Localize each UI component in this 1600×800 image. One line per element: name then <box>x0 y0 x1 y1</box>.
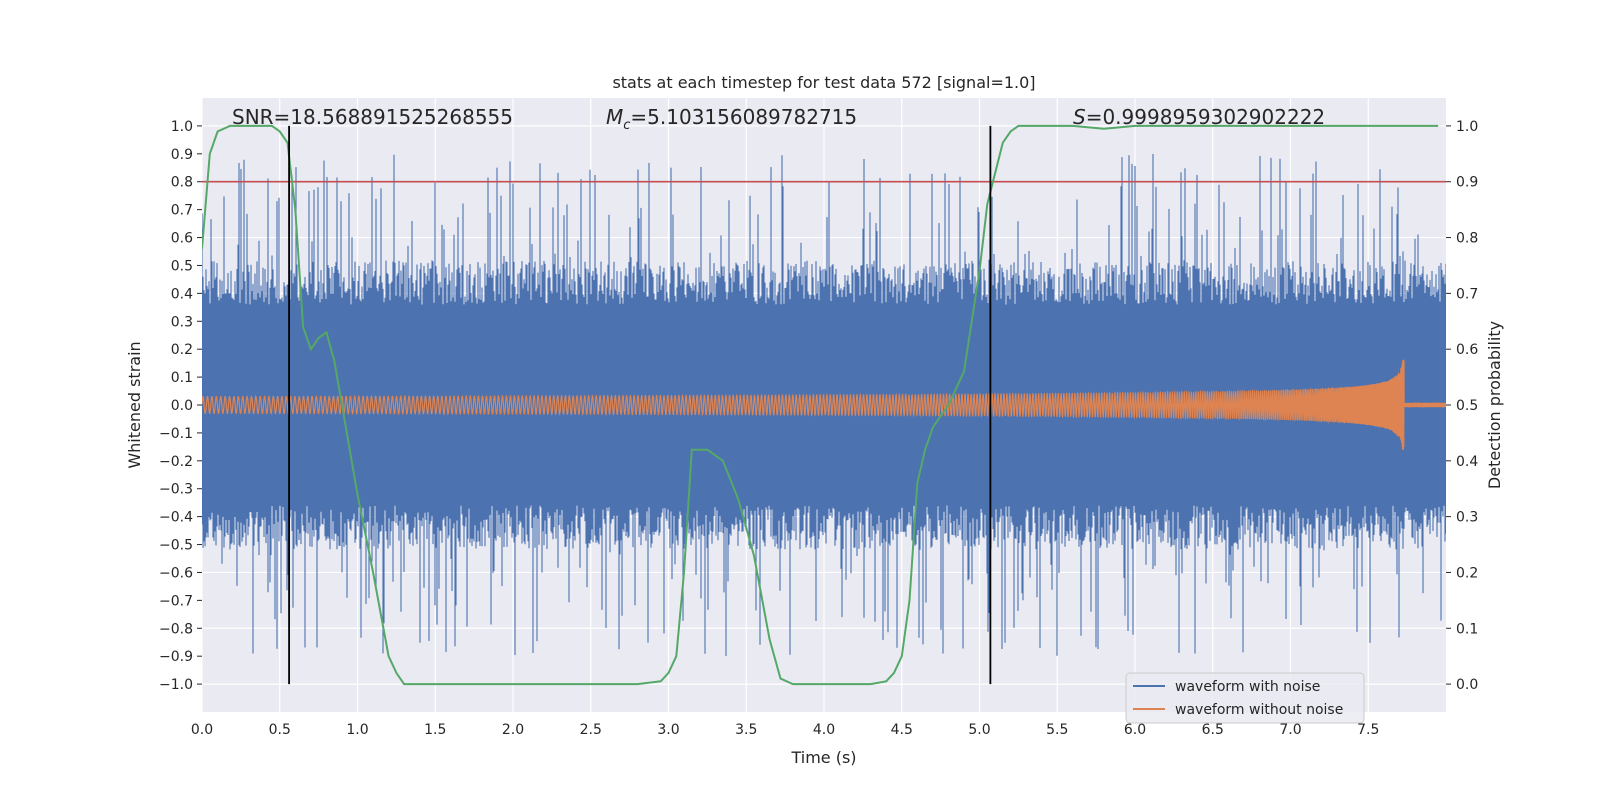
y2-tick-label: 0.8 <box>1456 231 1478 247</box>
chart-title: stats at each timestep for test data 572… <box>612 73 1035 92</box>
series-detection-probability <box>202 124 1439 686</box>
y-tick-label: 0.2 <box>171 342 193 358</box>
y-tick-label: −0.8 <box>159 621 193 637</box>
x-tick-label: 4.0 <box>813 722 835 738</box>
series-layer <box>202 124 1446 686</box>
y-tick-label: 0.3 <box>171 314 193 330</box>
x-tick-label: 5.5 <box>1046 722 1068 738</box>
y-tick-label: −0.6 <box>159 565 193 581</box>
y-tick-label: −0.5 <box>159 538 193 554</box>
x-tick-label: 0.5 <box>269 722 291 738</box>
y2-tick-label: 0.9 <box>1456 175 1478 191</box>
y2-tick-label: 0.5 <box>1456 398 1478 414</box>
axis-layer: 0.0 0.5 1.0 1.5 2.0 2.5 3.0 3.5 4.0 4.5 5.0 5.5 6.0 6… <box>159 119 1478 738</box>
legend-box <box>1125 672 1365 724</box>
x-tick-label: 7.0 <box>1279 722 1301 738</box>
s-value: =0.9998959302902222 <box>1086 105 1325 129</box>
y-tick-label: −0.9 <box>159 649 193 665</box>
snr-annotation: SNR=18.568891525268555 <box>232 105 513 129</box>
chirp-mass-symbol: M <box>606 105 623 129</box>
x-tick-label: 0.0 <box>191 722 213 738</box>
y2-tick-label: 0.1 <box>1456 621 1478 637</box>
y-tick-label: −0.3 <box>159 482 193 498</box>
s-annotation: S=0.9998959302902222 <box>1073 105 1325 129</box>
y2-tick-label: 0.7 <box>1456 286 1478 302</box>
x-tick-label: 1.5 <box>424 722 446 738</box>
y-tick-label: −0.4 <box>159 510 193 526</box>
y-tick-label: 0.4 <box>171 286 193 302</box>
x-tick-label: 2.5 <box>580 722 602 738</box>
legend-label-noisy: waveform with noise <box>1175 679 1320 695</box>
y2-tick-label: 0.3 <box>1456 510 1478 526</box>
x-tick-label: 3.0 <box>657 722 679 738</box>
y2-tick-label: 0.6 <box>1456 342 1478 358</box>
x-tick-label: 1.0 <box>346 722 368 738</box>
y-tick-label: 0.8 <box>171 175 193 191</box>
x-tick-label: 2.0 <box>502 722 524 738</box>
y-tick-label: 0.1 <box>171 370 193 386</box>
y-tick-label: 0.5 <box>171 258 193 274</box>
y-tick-label: 0.6 <box>171 231 193 247</box>
y2-tick-label: 0.4 <box>1456 454 1478 470</box>
x-tick-label: 3.5 <box>735 722 757 738</box>
y2-tick-label: 0.2 <box>1456 565 1478 581</box>
legend: waveform with noise waveform without noi… <box>1125 672 1365 724</box>
x-axis-label: Time (s) <box>790 748 856 767</box>
y-tick-label: 0.0 <box>171 398 193 414</box>
y-tick-label: 1.0 <box>171 119 193 135</box>
y-tick-label: −0.2 <box>159 454 193 470</box>
chirp-mass-annotation: Mc=5.103156089782715 <box>606 105 857 133</box>
y2-tick-label: 0.0 <box>1456 677 1478 693</box>
x-tick-label: 7.5 <box>1357 722 1379 738</box>
y-tick-label: 0.9 <box>171 147 193 163</box>
y-tick-label: 0.7 <box>171 203 193 219</box>
s-symbol: S <box>1073 105 1086 129</box>
y-tick-label: −0.1 <box>159 426 193 442</box>
series-waveform-without-noise <box>202 359 1446 450</box>
x-tick-label: 6.0 <box>1124 722 1146 738</box>
x-tick-label: 6.5 <box>1202 722 1224 738</box>
x-tick-label: 5.0 <box>968 722 990 738</box>
y-tick-label: −0.7 <box>159 593 193 609</box>
chirp-mass-value: =5.103156089782715 <box>630 105 857 129</box>
x-tick-label: 4.5 <box>891 722 913 738</box>
y-tick-label: −1.0 <box>159 677 193 693</box>
y2-axis-label: Detection probability <box>1485 321 1504 489</box>
y2-tick-label: 1.0 <box>1456 119 1478 135</box>
chirp-mass-subscript: c <box>623 118 630 133</box>
y-axis-label: Whitened strain <box>125 341 144 468</box>
legend-label-clean: waveform without noise <box>1175 702 1343 718</box>
